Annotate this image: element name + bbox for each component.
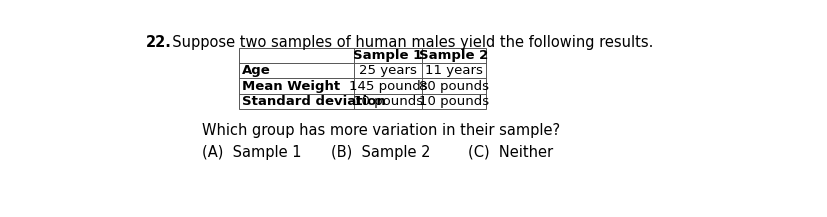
Text: 25 years: 25 years (359, 64, 416, 77)
Text: 10 pounds: 10 pounds (418, 95, 488, 108)
Text: 145 pounds: 145 pounds (348, 80, 427, 93)
Text: (B)  Sample 2: (B) Sample 2 (330, 145, 429, 160)
Text: Age: Age (242, 64, 270, 77)
Text: 10 pounds: 10 pounds (352, 95, 423, 108)
Text: Sample 1: Sample 1 (353, 49, 422, 62)
Text: (A)  Sample 1: (A) Sample 1 (202, 145, 301, 160)
Text: 22.: 22. (146, 35, 172, 50)
Bar (239, 48, 485, 109)
Text: Standard deviation: Standard deviation (242, 95, 385, 108)
Text: 80 pounds: 80 pounds (418, 80, 488, 93)
Text: Suppose two samples of human males yield the following results.: Suppose two samples of human males yield… (163, 35, 653, 50)
Text: 11 years: 11 years (424, 64, 482, 77)
Text: Sample 2: Sample 2 (418, 49, 488, 62)
Text: Which group has more variation in their sample?: Which group has more variation in their … (202, 123, 559, 138)
Text: Mean Weight: Mean Weight (242, 80, 340, 93)
Text: (C)  Neither: (C) Neither (467, 145, 552, 160)
